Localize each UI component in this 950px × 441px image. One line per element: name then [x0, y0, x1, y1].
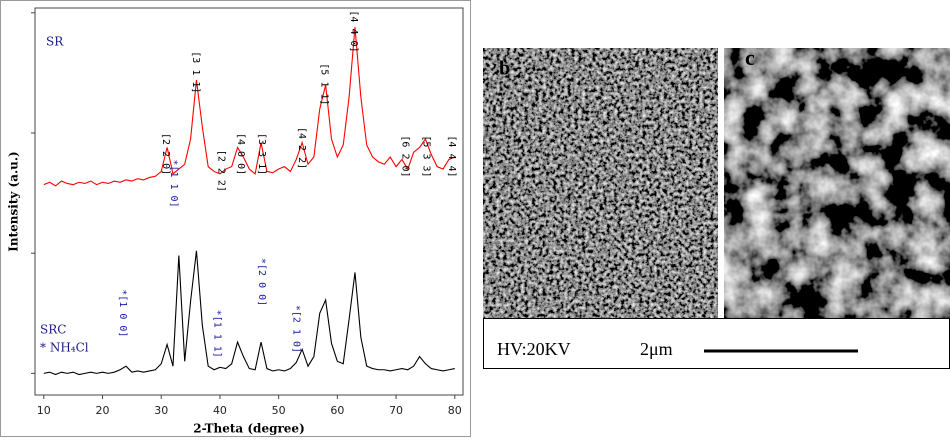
y-axis-title: Intensity (a.u.)	[7, 151, 21, 251]
x-tick-label: 10	[37, 404, 51, 417]
panel-label: b	[499, 58, 510, 80]
x-tick-label: 70	[389, 404, 403, 417]
chart-frame	[1, 1, 471, 437]
x-tick-label: 50	[272, 404, 286, 417]
peak-label: [5 1 1]	[318, 63, 329, 105]
page: {"chart_data": {"type": "line", "x_label…	[0, 0, 950, 437]
sem-image-b	[483, 48, 718, 318]
peak-label: [4 4 4]	[446, 135, 457, 177]
sem-image-c	[724, 48, 950, 318]
x-tick-label: 80	[448, 404, 462, 417]
x-tick-label: 60	[330, 404, 344, 417]
peak-label: [5 3 3]	[421, 135, 432, 177]
x-tick-label: 40	[213, 404, 227, 417]
peak-label: [3 1 1]	[190, 51, 201, 93]
peak-label: *[2 1 0]	[290, 305, 301, 353]
peak-label: [4 0 0]	[235, 133, 246, 175]
series-label: SR	[46, 35, 64, 49]
figure: 10 20 30 40 50 60 70 80 2-Theta (degree) Intensit…	[0, 0, 950, 437]
peak-label: *[1 1 1]	[212, 310, 223, 358]
peak-label: [6 2 0]	[399, 135, 410, 177]
peak-label: *[2 0 0]	[256, 258, 267, 306]
x-tick-label: 20	[96, 404, 110, 417]
peak-label: [4 4 0]	[348, 10, 359, 52]
peak-label: *[1 0 0]	[117, 289, 128, 337]
panel-label: c	[745, 45, 755, 70]
marker-note: * NH₄Cl	[40, 341, 89, 355]
peak-label: [4 2 2]	[296, 127, 307, 169]
peak-label: [3 3 1]	[256, 133, 267, 175]
series-label: SRC	[40, 323, 66, 337]
voltage-label: HV:20KV	[497, 339, 571, 359]
peak-label: [2 2 2]	[216, 150, 227, 192]
peak-label: *[1 1 0]	[168, 159, 179, 207]
x-axis-title: 2-Theta (degree)	[193, 422, 305, 436]
scale-label: 2μm	[640, 339, 673, 359]
x-tick-label: 30	[154, 404, 168, 417]
